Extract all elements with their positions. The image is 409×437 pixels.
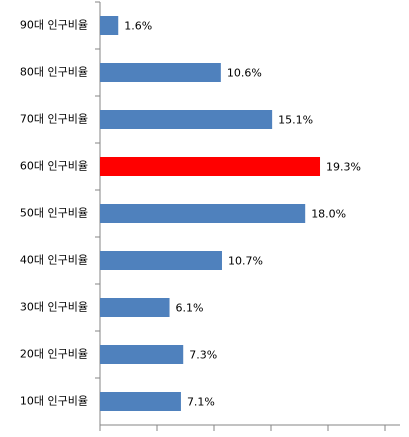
y-tick-label: 60대 인구비율 [20, 160, 88, 173]
data-label: 7.3% [189, 349, 217, 362]
bar [100, 345, 184, 364]
bar [100, 110, 273, 129]
y-tick-label: 20대 인구비율 [20, 348, 88, 361]
y-tick-label: 10대 인구비율 [20, 395, 88, 408]
bar [100, 392, 181, 411]
bar [100, 298, 170, 317]
bar [100, 204, 306, 223]
data-label: 6.1% [176, 302, 204, 315]
y-tick-label: 80대 인구비율 [20, 66, 88, 79]
bar [100, 157, 321, 176]
data-label: 15.1% [278, 114, 313, 127]
data-label: 18.0% [311, 208, 346, 221]
y-tick-label: 50대 인구비율 [20, 207, 88, 220]
data-label: 10.7% [228, 255, 263, 268]
y-tick-label: 40대 인구비율 [20, 254, 88, 267]
data-label: 19.3% [326, 161, 361, 174]
bar [100, 16, 119, 35]
y-tick-label: 30대 인구비율 [20, 301, 88, 314]
bar [100, 251, 222, 270]
data-label: 7.1% [187, 396, 215, 409]
data-label: 1.6% [124, 20, 152, 33]
y-tick-label: 70대 인구비율 [20, 113, 88, 126]
bar [100, 63, 221, 82]
data-label: 10.6% [227, 67, 262, 80]
y-tick-label: 90대 인구비율 [20, 19, 88, 32]
